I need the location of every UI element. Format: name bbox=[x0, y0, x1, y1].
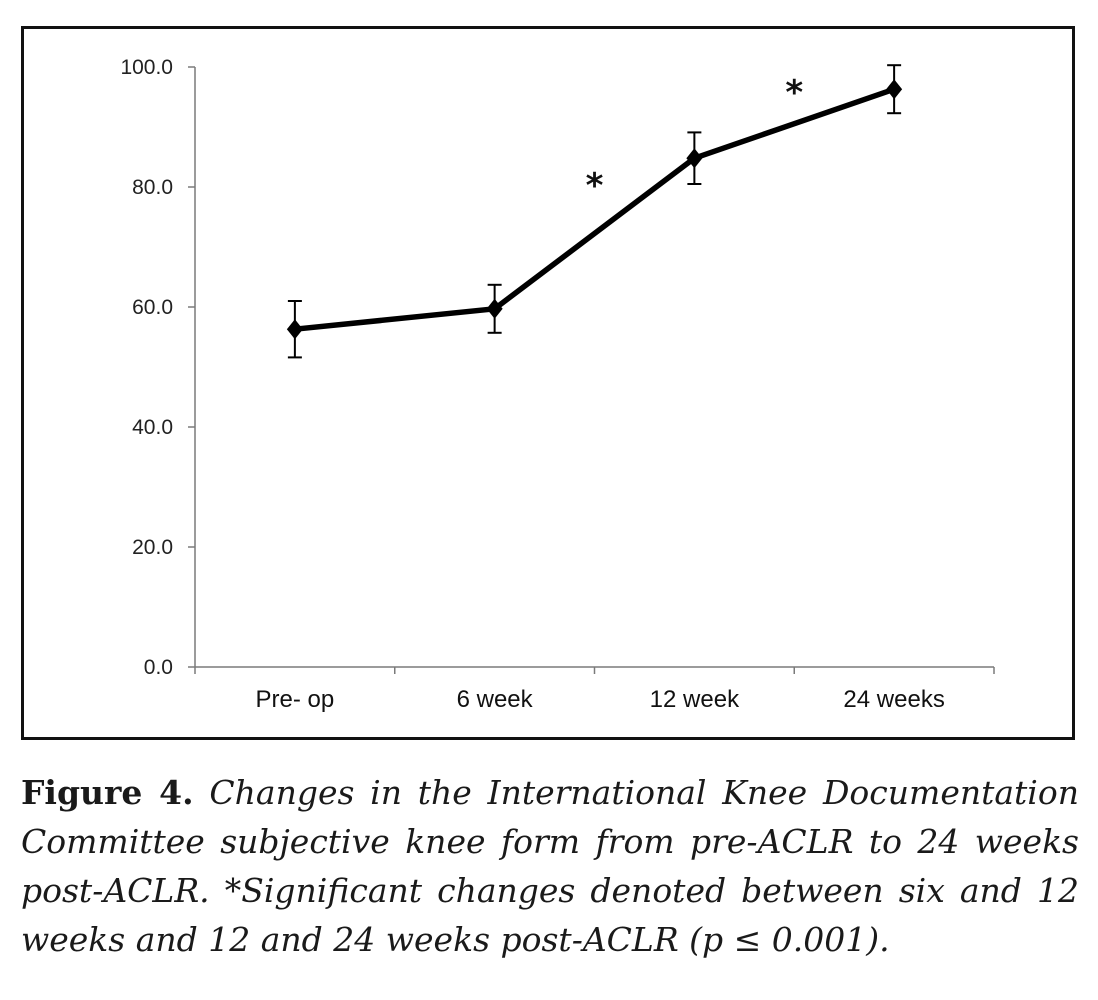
significance-marker: * bbox=[785, 73, 803, 113]
x-tick-label: 24 weeks bbox=[843, 686, 944, 713]
y-tick-label: 20.0 bbox=[132, 536, 173, 559]
y-tick-label: 40.0 bbox=[132, 416, 173, 439]
x-tick-label: Pre- op bbox=[256, 686, 335, 713]
series-line bbox=[294, 86, 896, 332]
figure-label: Figure 4. bbox=[21, 773, 194, 812]
y-tick-label: 100.0 bbox=[120, 56, 173, 79]
significance-marker: * bbox=[586, 166, 604, 206]
figure-caption: Figure 4. Changes in the International K… bbox=[21, 768, 1079, 964]
figure-caption-text: Changes in the International Knee Docume… bbox=[21, 773, 1079, 959]
x-tick-label: 12 week bbox=[650, 686, 740, 713]
y-tick-label: 60.0 bbox=[132, 296, 173, 319]
chart-frame: 0.0 20.0 40.0 60.0 80.0 100.0 Pre- op 6 week 12 … bbox=[21, 26, 1075, 740]
data-point bbox=[686, 148, 703, 169]
data-point bbox=[286, 319, 303, 340]
line-chart: 0.0 20.0 40.0 60.0 80.0 100.0 Pre- op 6 week 12 … bbox=[120, 56, 995, 713]
data-point bbox=[886, 79, 903, 100]
y-tick-label: 80.0 bbox=[132, 176, 173, 199]
y-tick-label: 0.0 bbox=[144, 656, 173, 679]
x-tick-label: 6 week bbox=[457, 686, 534, 713]
data-point bbox=[486, 298, 503, 319]
